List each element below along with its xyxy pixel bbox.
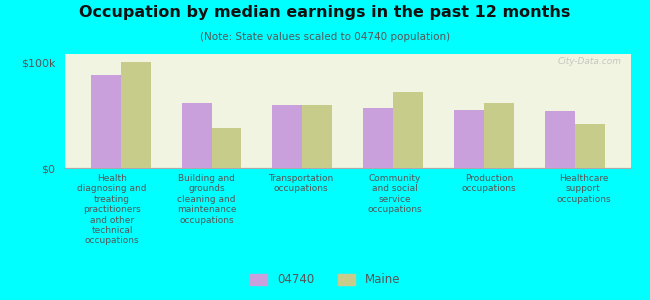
Bar (393, 92, 423, 168)
Bar (454, 110, 484, 168)
Bar (181, 103, 211, 168)
Bar (545, 111, 575, 168)
Bar (302, 105, 332, 168)
Bar (211, 128, 242, 168)
Text: Transportation
occupations: Transportation occupations (268, 174, 333, 194)
Legend: 04740, Maine: 04740, Maine (245, 269, 405, 291)
Bar (484, 103, 514, 168)
Bar (575, 124, 604, 168)
Text: Occupation by median earnings in the past 12 months: Occupation by median earnings in the pas… (79, 4, 571, 20)
Text: Building and
grounds
cleaning and
maintenance
occupations: Building and grounds cleaning and mainte… (177, 174, 236, 225)
Text: Production
occupations: Production occupations (462, 174, 517, 194)
Bar (121, 62, 151, 168)
Text: Healthcare
support
occupations: Healthcare support occupations (556, 174, 611, 204)
Text: Health
diagnosing and
treating
practitioners
and other
technical
occupations: Health diagnosing and treating practitio… (77, 174, 147, 245)
Bar (91, 75, 121, 168)
Text: Community
and social
service
occupations: Community and social service occupations (367, 174, 422, 214)
Bar (272, 105, 302, 168)
Bar (363, 108, 393, 168)
Text: (Note: State values scaled to 04740 population): (Note: State values scaled to 04740 popu… (200, 32, 450, 41)
Text: City-Data.com: City-Data.com (558, 57, 622, 66)
